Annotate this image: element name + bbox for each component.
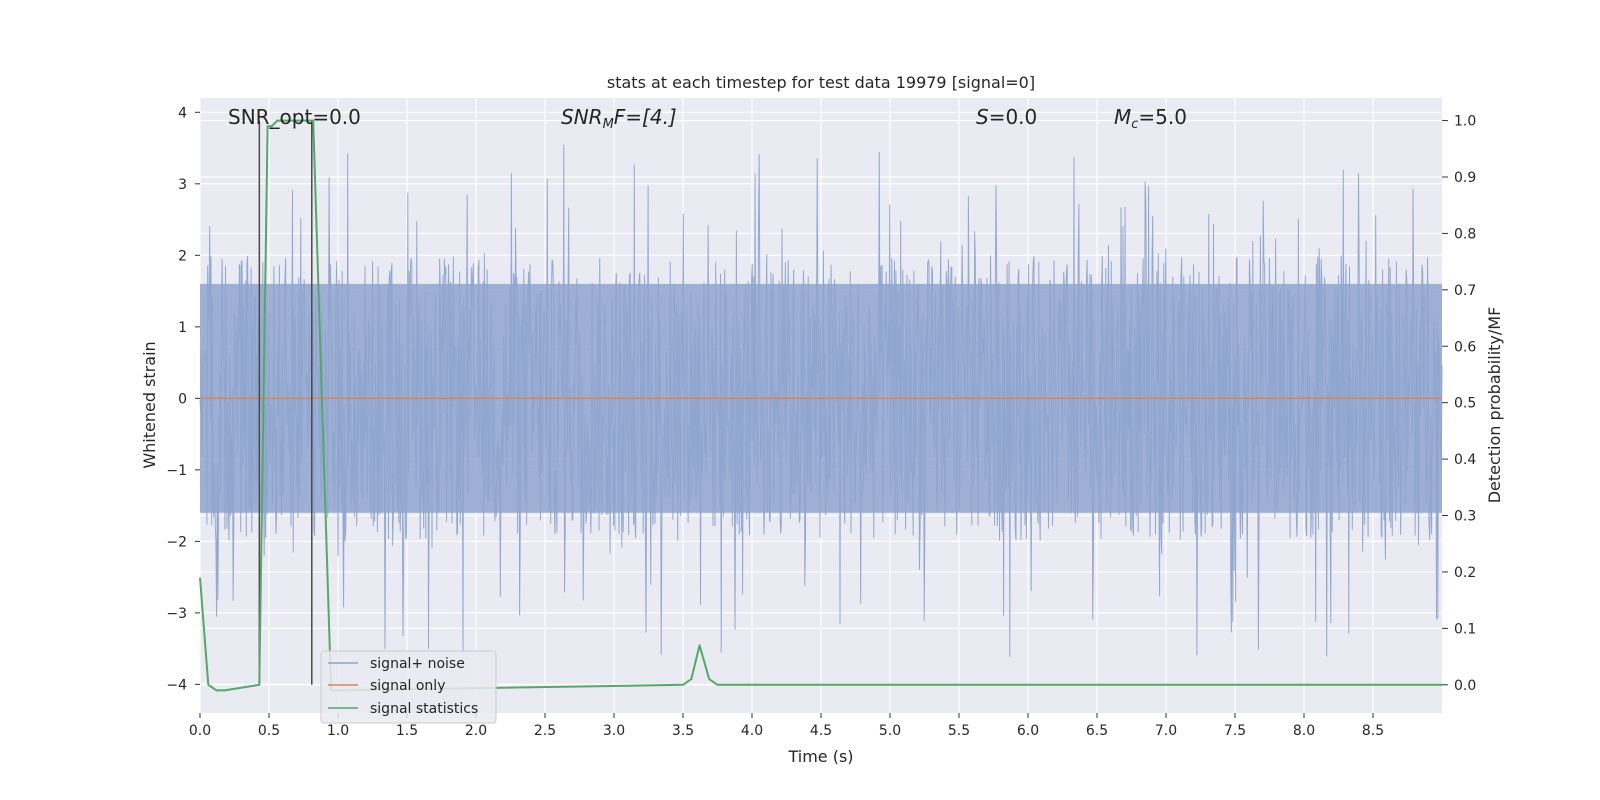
legend-label-signal-only: signal only [370, 678, 445, 694]
chart-title: stats at each timestep for test data 199… [607, 73, 1035, 92]
y-left-tick-label: 0 [178, 391, 187, 407]
y-right-tick-label: 0.7 [1454, 283, 1476, 299]
x-tick-label: 2.0 [465, 723, 487, 739]
x-tick-label: 0.5 [258, 723, 280, 739]
x-tick-label: 1.5 [396, 723, 418, 739]
y-left-tick-labels: 4 3 2 1 0 −1 −2 −3 −4 [166, 105, 200, 693]
signal-statistics-line [199, 119, 1442, 692]
legend-box [320, 650, 497, 724]
x-axis-title: Time (s) [787, 747, 853, 766]
y-left-tick-label: 4 [178, 105, 187, 121]
y-right-tick-label: 0.4 [1454, 452, 1476, 468]
y-right-tick-label: 0.3 [1454, 509, 1476, 525]
x-tick-label: 0.0 [189, 723, 211, 739]
x-tick-label: 4.0 [741, 723, 763, 739]
y-left-tick-label: 2 [178, 248, 187, 264]
annotation-mc: Mc=5.0 [1114, 105, 1187, 132]
x-tick-label: 7.5 [1224, 723, 1246, 739]
y-right-tick-label: 1.0 [1454, 114, 1476, 130]
y-right-tick-label: 0.1 [1454, 621, 1476, 637]
y-right-axis-title: Detection probability/MF [1485, 307, 1504, 504]
x-tick-label: 5.0 [879, 723, 901, 739]
x-tick-label: 2.5 [534, 723, 556, 739]
x-tick-label: 3.0 [603, 723, 625, 739]
x-tick-label: 3.5 [672, 723, 694, 739]
y-left-tick-label: 3 [178, 177, 187, 193]
y-left-axis-title: Whitened strain [140, 341, 159, 468]
y-left-tick-label: −4 [166, 677, 187, 693]
y-right-tick-label: 0.6 [1454, 339, 1476, 355]
x-tick-label: 8.0 [1293, 723, 1315, 739]
annotation-snr-opt: SNR_opt=0.0 [228, 105, 361, 129]
legend-label-signal-statistics: signal statistics [370, 701, 478, 717]
y-right-tick-labels: 1.0 0.9 0.8 0.7 0.6 0.5 0.4 0.3 0.2 0.1 0.0 [1442, 114, 1476, 694]
series-signal-statistics [199, 119, 1442, 692]
x-tick-label: 1.0 [327, 723, 349, 739]
legend-label-signal-noise: signal+ noise [370, 656, 465, 672]
y-left-tick-label: −3 [166, 606, 187, 622]
annotation-snr-mf: SNRMF=[4.] [561, 105, 677, 132]
x-tick-labels: 0.0 0.5 1.0 1.5 2.0 2.5 3.0 3.5 4.0 4.5 5.0 5.5 6.0 6… [189, 713, 1384, 739]
x-tick-label: 6.5 [1086, 723, 1108, 739]
y-right-tick-label: 0.9 [1454, 170, 1476, 186]
y-right-tick-label: 0.2 [1454, 565, 1476, 581]
x-tick-label: 7.0 [1155, 723, 1177, 739]
x-tick-label: 8.5 [1362, 723, 1384, 739]
marker-lines [258, 120, 313, 685]
annotation-s: S=0.0 [976, 105, 1037, 129]
y-left-tick-label: −1 [166, 463, 187, 479]
y-right-tick-label: 0.8 [1454, 226, 1476, 242]
noise-trace [199, 144, 1443, 657]
x-tick-label: 5.5 [948, 723, 970, 739]
y-right-tick-label: 0.5 [1454, 396, 1476, 412]
x-tick-label: 6.0 [1017, 723, 1039, 739]
y-left-tick-label: 1 [178, 320, 187, 336]
legend: signal+ noise signal only signal statist… [320, 650, 497, 724]
y-right-tick-label: 0.0 [1454, 678, 1476, 694]
y-left-tick-label: −2 [166, 534, 187, 550]
x-tick-label: 4.5 [810, 723, 832, 739]
